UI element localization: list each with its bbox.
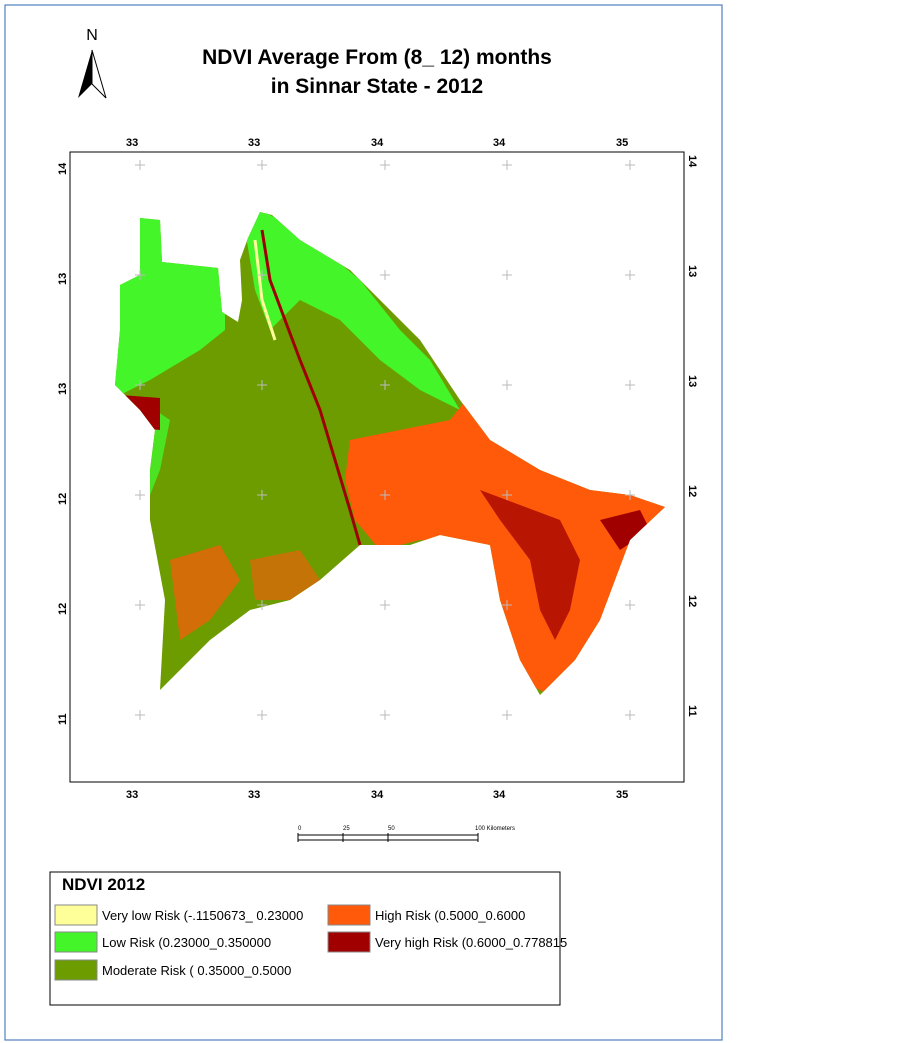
grid-label-right: 13	[686, 375, 698, 387]
legend-box	[49, 871, 561, 1006]
scale-labels: 0 25 50 100 Kilometers	[298, 826, 515, 832]
grid-label-right: 11	[686, 705, 698, 717]
legend-swatch	[327, 931, 371, 953]
grid-label-top: 33	[248, 137, 260, 149]
scale-bar	[297, 833, 479, 842]
legend-swatch	[327, 904, 371, 926]
map-frame	[69, 151, 685, 783]
grid-label-left: 13	[57, 273, 69, 285]
title-line1: NDVI Average From (8_ 12) months	[202, 46, 552, 69]
scale-label: 100 Kilometers	[475, 826, 515, 832]
grid-label-top: 35	[616, 137, 628, 149]
scale-label: 25	[343, 826, 350, 832]
legend-swatch	[54, 904, 98, 926]
ndvi-region	[115, 212, 665, 695]
legend-items: Very low Risk (-.1150673_ 0.23000 Low Ris…	[54, 904, 567, 981]
legend-label: Very low Risk (-.1150673_ 0.23000	[102, 908, 303, 923]
grid-label-bottom: 35	[616, 789, 628, 801]
legend-title: NDVI 2012	[62, 875, 145, 894]
grid-label-right: 14	[686, 155, 698, 168]
north-label: N	[86, 27, 98, 44]
legend-label: Low Risk (0.23000_0.350000	[102, 935, 271, 950]
scale-label: 0	[298, 826, 302, 832]
grid-label-right: 12	[686, 485, 698, 497]
grid-label-left: 11	[57, 713, 69, 725]
grid-label-right: 12	[686, 595, 698, 607]
legend-label: Moderate Risk ( 0.35000_0.5000	[102, 963, 291, 978]
grid-label-top: 33	[126, 137, 138, 149]
grid-label-left: 12	[57, 603, 69, 615]
grid-layer: 33 33 34 34 35 33 33 34 34 35 14 13 13 12 12 11 14 13 13 12…	[57, 137, 698, 801]
grid-label-right: 13	[686, 265, 698, 277]
grid-label-top: 34	[371, 137, 384, 149]
north-arrow	[78, 49, 107, 99]
scale-label: 50	[388, 826, 395, 832]
grid-label-bottom: 33	[248, 789, 260, 801]
legend-label: Very high Risk (0.6000_0.778815	[375, 935, 567, 950]
grid-label-bottom: 34	[493, 789, 506, 801]
grid-label-left: 12	[57, 493, 69, 505]
legend-swatch	[54, 931, 98, 953]
title-line2: in Sinnar State - 2012	[271, 75, 483, 98]
grid-label-top: 34	[493, 137, 506, 149]
grid-label-bottom: 34	[371, 789, 384, 801]
legend-swatch	[54, 959, 98, 981]
grid-label-bottom: 33	[126, 789, 138, 801]
legend-label: High Risk (0.5000_0.6000	[375, 908, 525, 923]
page-border	[4, 4, 723, 1041]
grid-label-left: 14	[57, 162, 69, 175]
grid-label-left: 13	[57, 383, 69, 395]
